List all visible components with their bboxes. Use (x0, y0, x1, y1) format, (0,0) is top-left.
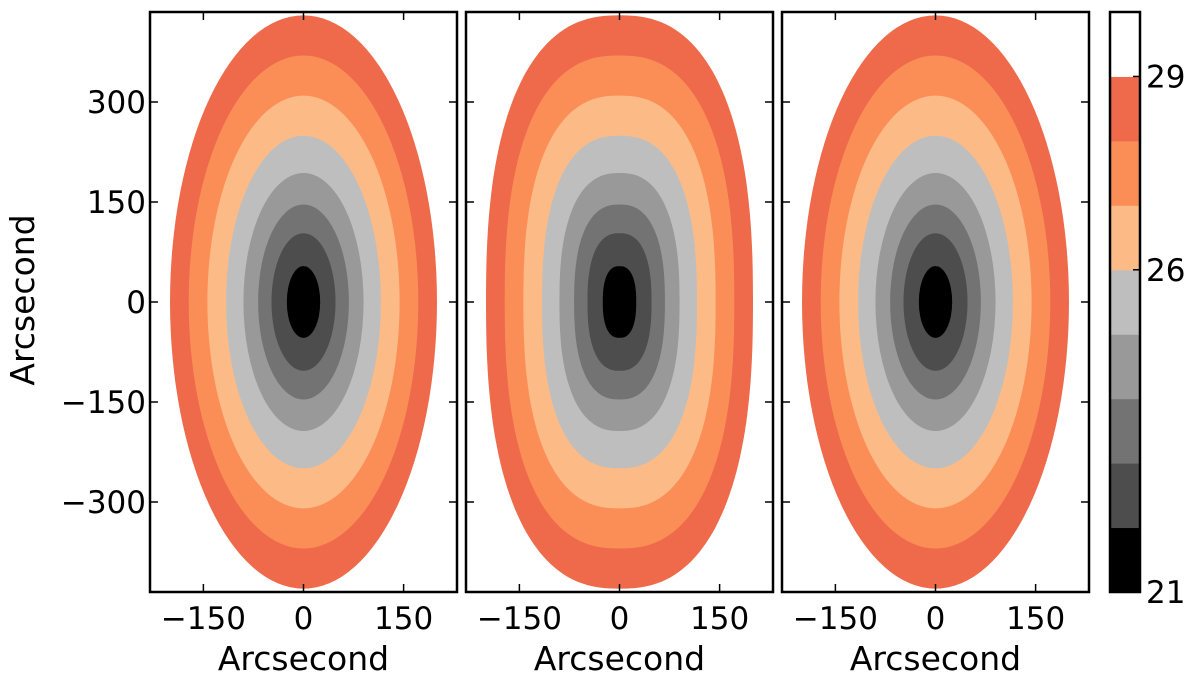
colorbar: 29 26 21 (1108, 10, 1185, 611)
x-axis-label: Arcsecond (850, 639, 1021, 678)
colorbar-segment (1110, 269, 1140, 335)
x-tick-label: −150 (477, 601, 562, 637)
colorbar-frame (1108, 10, 1142, 594)
contour-level-8 (918, 266, 953, 338)
colorbar-segment (1110, 205, 1140, 271)
y-tick-label: 150 (87, 185, 146, 221)
contour-level-8 (602, 266, 637, 338)
x-axis-label: Arcsecond (534, 639, 705, 678)
colorbar-segment (1110, 12, 1140, 77)
y-tick-label: −150 (61, 385, 146, 421)
colorbar-segment (1110, 76, 1140, 142)
x-tick-label: −150 (161, 601, 246, 637)
y-tick-label: 0 (126, 285, 146, 321)
colorbar-segment (1110, 463, 1140, 529)
y-tick-label: 300 (87, 85, 146, 121)
colorbar-tick-label: 21 (1146, 575, 1185, 611)
colorbar-segment (1110, 140, 1140, 206)
colorbar-segment (1110, 334, 1140, 400)
x-tick-label: 0 (610, 601, 630, 637)
contours (170, 15, 437, 589)
contours (802, 15, 1069, 589)
colorbar-tick-label: 26 (1146, 253, 1185, 289)
x-tick-label: 150 (374, 601, 433, 637)
x-tick-label: 0 (294, 601, 314, 637)
colorbar-segment (1110, 398, 1140, 464)
y-axis-label: Arcsecond (3, 214, 42, 385)
contours (486, 15, 753, 589)
panel-left: −150 0 150 300 150 0 −150 −300 Arcsecond (61, 10, 459, 678)
x-tick-label: −150 (793, 601, 878, 637)
contour-level-8 (286, 266, 321, 338)
x-axis-label: Arcsecond (218, 639, 389, 678)
x-tick-label: 150 (1006, 601, 1065, 637)
colorbar-tick-label: 29 (1146, 59, 1185, 95)
x-tick-label: 150 (690, 601, 749, 637)
colorbar-segment (1110, 527, 1140, 593)
y-tick-label: −300 (61, 485, 146, 521)
x-tick-label: 0 (926, 601, 946, 637)
